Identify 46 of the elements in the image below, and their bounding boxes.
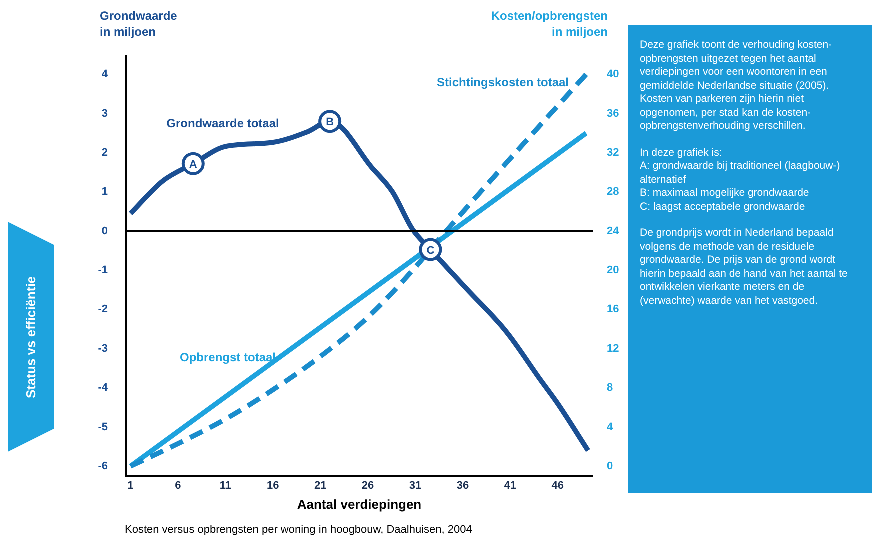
x-tick-label: 36 — [456, 480, 470, 492]
y2-tick-label: 28 — [607, 186, 620, 198]
y2-tick-label: 8 — [607, 382, 614, 394]
annotation: B — [326, 116, 334, 129]
y2-tick-label: 36 — [607, 108, 620, 120]
text: Kosten versus opbrengsten per woning in hoogbouw, Daalhuisen, 2004 — [125, 524, 472, 536]
x-tick-label: 1 — [128, 480, 134, 492]
y-tick-label: 4 — [102, 68, 109, 81]
text: Deze grafiek toont de verhouding kosten-opbrengsten uitgezet tegen het aantal verdiepingen voor een woontoren in een gemiddelde Nederlandse situatie (2005). Kosten van parkeren zijn hierin niet opgenomen, per stad kan de kosten-opbrengstenverhouding verschillen. — [640, 39, 834, 134]
y2-tick-label: 20 — [607, 264, 620, 277]
x-tick-label: 11 — [220, 480, 232, 492]
x-tick-label: 16 — [267, 480, 280, 492]
x-tick-label: 41 — [504, 480, 517, 492]
text: In deze grafiek is: A: grondwaarde bij traditioneel (laagbouw-) alternatief B: maximaal mogelijke grondwaarde C: laagst acceptabele grondwaarde — [640, 146, 842, 214]
annotation: C — [426, 244, 435, 257]
series-label: Opbrengst totaal — [180, 350, 276, 364]
y2-tick-label: 40 — [607, 68, 620, 81]
y-tick-label: 3 — [102, 108, 108, 120]
y-tick-label: 2 — [102, 146, 108, 159]
y-tick-label: -1 — [98, 264, 108, 277]
y-tick-label: 1 — [102, 186, 108, 198]
y-tick-label: -6 — [98, 460, 108, 472]
x-tick-label: 46 — [552, 480, 564, 492]
y2-tick-label: 12 — [607, 342, 620, 355]
x-tick-label: 6 — [175, 480, 182, 492]
y-tick-label: -2 — [98, 304, 108, 316]
y-tick-label: 0 — [102, 225, 108, 238]
x-tick-label: 21 — [314, 480, 327, 492]
y-axis-title: Grondwaarde in miljoen — [100, 8, 178, 40]
x-tick-label: 31 — [409, 480, 422, 492]
y2-tick-label: 0 — [607, 460, 614, 472]
series-label: Grondwaarde totaal — [166, 116, 280, 130]
y-tick-label: -4 — [98, 382, 109, 394]
x-tick-label: 26 — [362, 480, 374, 492]
series-label: Stichtingskosten totaal — [436, 75, 570, 90]
y2-tick-label: 4 — [607, 421, 614, 434]
annotation: A — [189, 158, 198, 171]
x-axis-title: Aantal verdiepingen — [297, 496, 422, 512]
y2-axis-title: Kosten/opbrengsten in miljoen — [491, 8, 608, 40]
y2-tick-label: 24 — [607, 225, 620, 238]
y2-tick-label: 16 — [607, 304, 620, 316]
y-tick-label: -5 — [98, 421, 108, 434]
y-tick-label: -3 — [98, 342, 108, 355]
y2-tick-label: 32 — [607, 146, 620, 159]
text: Status vs efficiëntie — [24, 276, 39, 398]
text: De grondprijs wordt in Nederland bepaald volgens de methode van de residuele grondwaarde. De prijs van de grond wordt hierin bepaald aan de hand van het aantal te ontwikkelen vierkante meters en de (verwachte) waarde van het vastgoed. — [640, 227, 849, 308]
